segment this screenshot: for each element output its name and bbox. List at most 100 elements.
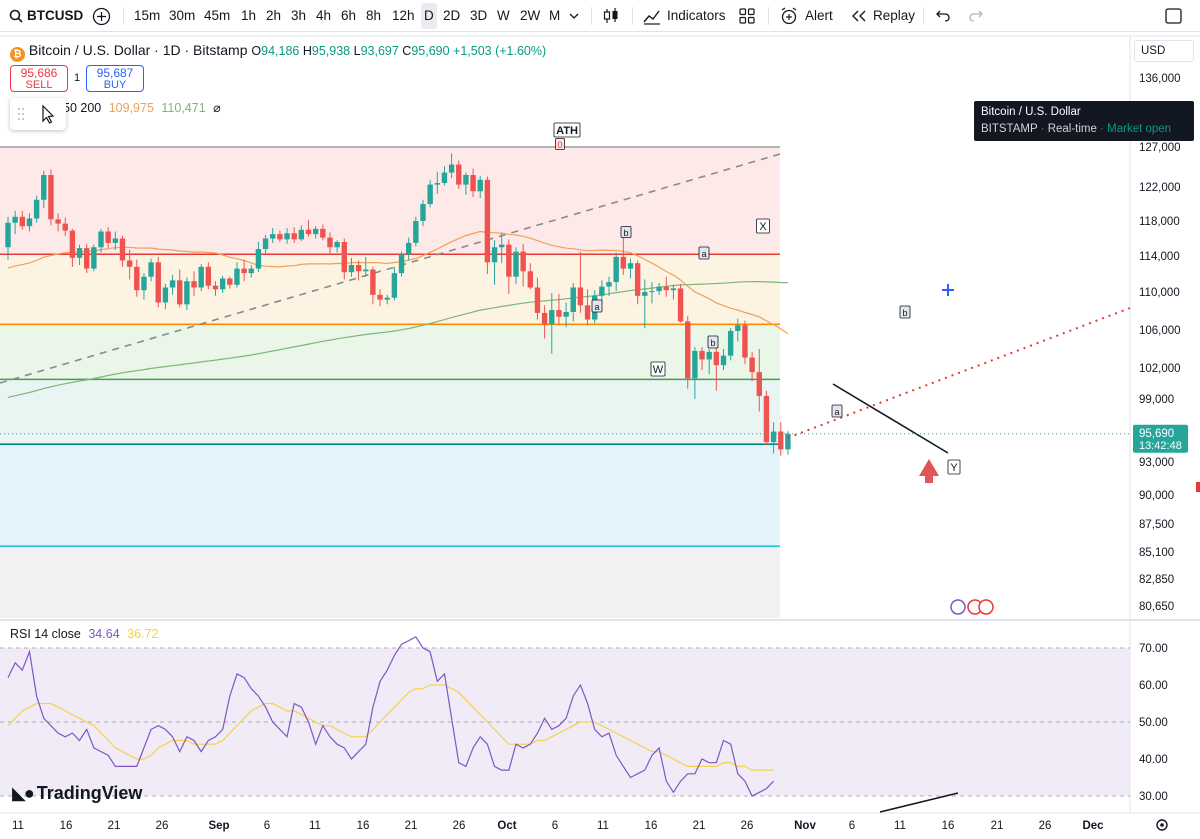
chart-legend: ₿ Bitcoin / U.S. Dollar · 1D · Bitstamp …: [10, 42, 546, 62]
redo-button[interactable]: [969, 0, 983, 32]
candle-body: [305, 229, 312, 235]
high-value: 95,938: [311, 44, 351, 58]
candle-body: [98, 231, 104, 248]
chart-type-button[interactable]: [602, 0, 620, 32]
wave-label-box: [707, 335, 719, 349]
time-axis-label: 21: [405, 820, 418, 832]
price-axis-label: 99,000: [1139, 394, 1174, 406]
sell-label: SELL: [25, 79, 53, 91]
price-axis-label: 106,000: [1139, 325, 1181, 337]
candle-body: [119, 238, 126, 261]
toolbar-divider: [923, 7, 924, 25]
candle-body: [84, 248, 90, 269]
undo-button[interactable]: [936, 0, 950, 32]
candle-body: [248, 268, 254, 274]
candle-body: [520, 251, 526, 272]
candle-body: [33, 199, 40, 219]
candle-body: [663, 286, 669, 291]
candle-body: [778, 431, 784, 450]
interval-4h[interactable]: 4h: [316, 8, 332, 23]
interval-1m[interactable]: M: [549, 8, 561, 23]
alert-label: Alert: [805, 8, 833, 23]
rsi-axis-label: 70.00: [1139, 643, 1168, 655]
candle-body: [649, 291, 655, 293]
time-axis-label: 16: [60, 820, 73, 832]
hide-indicator-icon[interactable]: ⌀: [213, 101, 221, 115]
window-icon: [1165, 8, 1182, 24]
time-axis-label: 11: [309, 820, 321, 832]
interval-6h[interactable]: 6h: [341, 8, 357, 23]
wave-label: 0: [557, 140, 562, 150]
buy-button[interactable]: 95,687 BUY: [86, 65, 144, 92]
time-axis-label: 6: [264, 820, 270, 832]
time-axis-label: 11: [894, 820, 906, 832]
sell-price: 95,686: [20, 66, 58, 80]
time-axis-label: 16: [357, 820, 370, 832]
layouts-button[interactable]: [739, 0, 755, 32]
interval-1w[interactable]: W: [497, 8, 510, 23]
time-axis-label: Nov: [794, 820, 816, 832]
wave-label: a: [594, 302, 599, 312]
candle-body: [477, 179, 483, 192]
interval-15m[interactable]: 15m: [134, 8, 161, 23]
candlestick-icon: [603, 8, 618, 23]
candle-body: [763, 395, 770, 443]
candle-body: [613, 256, 619, 283]
fullscreen-button[interactable]: [1165, 0, 1182, 32]
interval-1d[interactable]: D: [421, 3, 437, 29]
intervals-dropdown[interactable]: [569, 0, 579, 32]
interval-45m[interactable]: 45m: [204, 8, 231, 23]
candle-body: [527, 271, 534, 288]
indicators-icon: [643, 10, 660, 25]
sell-button[interactable]: 95,686 SELL: [10, 65, 68, 92]
candle-body: [234, 268, 240, 285]
candle-body: [670, 288, 677, 291]
redo-icon: [969, 10, 983, 22]
candle-body: [599, 286, 605, 296]
candle-body: [291, 233, 297, 240]
wave-label: b: [623, 228, 628, 238]
settings-gear-icon: [1160, 823, 1164, 827]
wave-label-box: [553, 122, 581, 138]
candle-body: [112, 238, 119, 243]
toolbar-divider: [632, 7, 633, 25]
candle-body: [177, 280, 183, 305]
ma50-line: [7, 230, 789, 335]
price-countdown: 13:42:48: [1139, 440, 1182, 452]
interval-3h[interactable]: 3h: [291, 8, 307, 23]
candle-body: [506, 244, 512, 277]
price-axis-label: 127,000: [1139, 142, 1181, 154]
rsi-title: RSI 14 close: [10, 627, 81, 641]
currency-selector[interactable]: USD: [1134, 40, 1194, 62]
time-axis-label: 6: [849, 820, 855, 832]
interval-12h[interactable]: 12h: [392, 8, 415, 23]
buy-signal-arrow: [919, 459, 939, 483]
buy-label: BUY: [103, 79, 127, 91]
price-axis-label: 114,000: [1139, 251, 1180, 263]
interval-2h[interactable]: 2h: [266, 8, 282, 23]
ohlc-values: O94,186 H95,938 L93,697 C95,690 +1,503 (…: [251, 44, 547, 58]
interval-8h[interactable]: 8h: [366, 8, 382, 23]
candle-body: [241, 268, 247, 274]
candle-body: [434, 183, 440, 185]
candle-body: [320, 228, 326, 238]
drawing-cursor-widget[interactable]: [10, 98, 66, 130]
interval-1h[interactable]: 1h: [241, 8, 257, 23]
candle-body: [699, 350, 705, 360]
time-axis-label: 26: [741, 820, 754, 832]
interval-2w[interactable]: 2W: [520, 8, 541, 23]
tradingview-mark-icon: ◣●: [12, 783, 35, 803]
wave-label: W: [653, 364, 664, 376]
change-value: +1,503 (+1.60%): [453, 44, 547, 58]
buy-price: 95,687: [96, 66, 134, 80]
candle-body: [355, 265, 362, 272]
time-axis-label: Dec: [1082, 820, 1104, 832]
interval-3d[interactable]: 3D: [470, 8, 488, 23]
candle-body: [105, 231, 111, 243]
price-axis-label: 102,000: [1139, 363, 1181, 375]
compare-symbol-button[interactable]: [92, 0, 111, 32]
candle-body: [706, 351, 712, 360]
interval-30m[interactable]: 30m: [169, 8, 196, 23]
interval-2d[interactable]: 2D: [443, 8, 461, 23]
